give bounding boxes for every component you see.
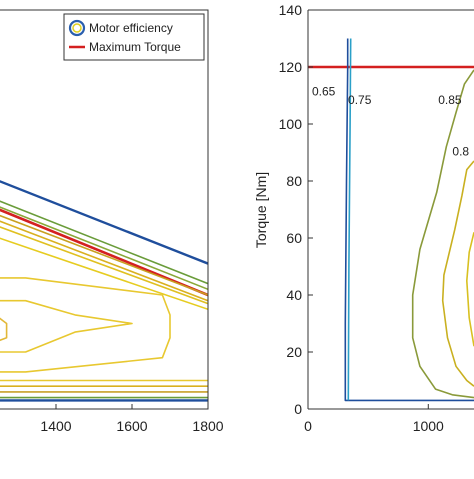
contour-label-1: 0.75 [348,93,372,107]
panel-left: 1400 1600 1800 Motor efficiency Maximum To… [0,9,224,434]
series-contour-9 [0,299,133,353]
series-contour-2 [347,38,352,401]
y-tick-label-6: 120 [279,59,303,75]
right-axis-ticks: 0 1000 0 20 40 60 80 100 120 140 [279,2,444,434]
series-contour-5 [465,232,474,347]
series-contour-7 [0,237,208,311]
legend-entry-motor-efficiency: Motor efficiency [89,21,173,35]
right-y-axis-label: Torque [Nm] [253,172,269,248]
contour-label-3: 0.8 [452,144,469,158]
series-max-torque-0 [0,208,208,297]
legend-box [63,13,205,61]
y-tick-label-5: 100 [279,116,303,132]
series-contour-3 [411,69,474,399]
series-contour-10 [0,317,8,342]
y-tick-label-7: 140 [279,2,303,18]
x-tick-label-0: 1400 [40,418,71,434]
series-boundary-1 [0,180,208,265]
contour-label-2: 0.85 [438,93,462,107]
series-contour-1 [344,38,474,402]
legend-circle-marker-icon [68,19,86,37]
right-contour-labels: 0.65 0.75 0.85 0.8 [312,85,469,159]
legend-entry-maximum-torque: Maximum Torque [89,40,181,54]
x-tick-label-0: 0 [304,418,312,434]
y-tick-label-3: 60 [286,230,302,246]
x-tick-label-1: 1600 [116,418,147,434]
left-series-group [0,180,208,402]
contour-label-0: 0.65 [312,85,336,99]
left-plot-frame [0,9,209,410]
series-contour-5 [0,220,208,302]
series-contour-2 [0,200,208,285]
x-tick-label-1: 1000 [413,418,444,434]
y-tick-label-2: 40 [286,287,302,303]
series-contour-8 [0,277,171,373]
x-tick-label-2: 1800 [192,418,223,434]
series-contour-3 [0,206,208,291]
y-tick-label-1: 20 [286,344,302,360]
right-series-group [308,38,474,402]
y-tick-label-4: 80 [286,173,302,189]
series-contour-6 [0,226,208,305]
series-contour-4 [441,160,474,387]
legend-circle-inner-icon [72,23,82,33]
series-contour-4 [0,214,208,296]
legend: Motor efficiency Maximum Torque [63,13,205,61]
y-tick-label-0: 0 [294,401,302,417]
left-x-ticks: 1400 1600 1800 [40,404,224,434]
